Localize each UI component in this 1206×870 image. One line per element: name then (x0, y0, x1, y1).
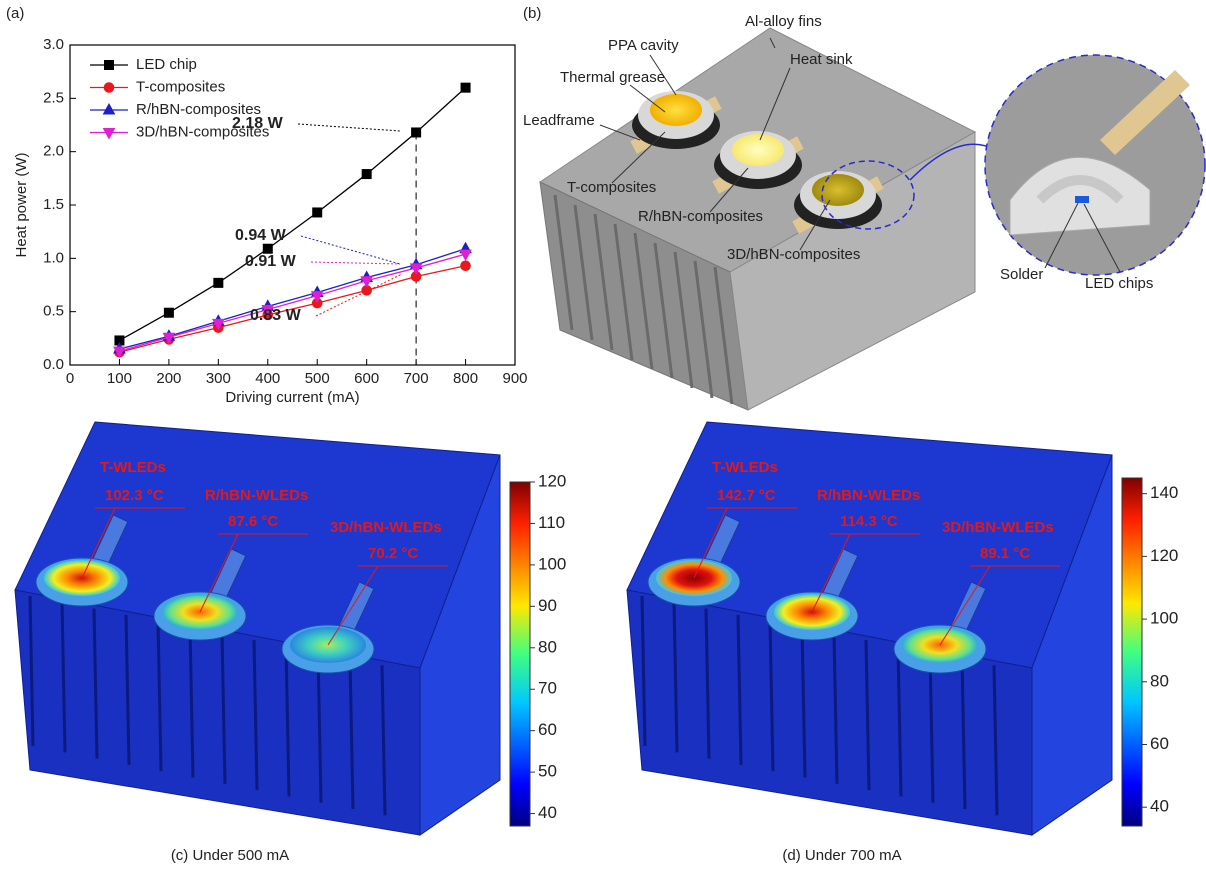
colorbar-tick-label: 40 (1150, 797, 1169, 816)
hotspot-name: 3D/hBN-WLEDs (330, 519, 442, 536)
x-tick-label: 100 (107, 370, 132, 387)
led-chip (1075, 196, 1089, 203)
colorbar-tick-label: 80 (1150, 671, 1169, 690)
hotspot-temp: 89.1 °C (980, 545, 1030, 562)
x-tick-label: 700 (404, 370, 429, 387)
figure: (a) 0 100 200 300 400 500 600 700 800 900 0.0 0.5 1.… (0, 0, 1206, 870)
hotspot-name: T-WLEDs (100, 459, 166, 476)
hotspot-name: R/hBN-WLEDs (205, 487, 308, 504)
colorbar-tick-label: 110 (538, 513, 565, 532)
colorbar-tick-label: 50 (538, 762, 557, 781)
x-tick-label: 500 (305, 370, 330, 387)
thermal-maps: T-WLEDs 102.3 °C R/hBN-WLEDs 87.6 °C 3D/hBN-… (15, 422, 1178, 864)
diagram-label: LED chips (1085, 275, 1153, 292)
diagram-label: Solder (1000, 266, 1043, 283)
y-axis-label: Heat power (W) (13, 152, 30, 257)
x-tick-label: 0 (66, 370, 74, 387)
y-tick-label: 1.0 (43, 249, 64, 266)
legend-marker (104, 83, 114, 93)
colorbar-tick-label: 100 (1150, 609, 1178, 628)
y-tick-label: 3.0 (43, 36, 64, 53)
colorbar-tick-label: 60 (1150, 734, 1169, 753)
diagram-label: R/hBN-composites (638, 208, 763, 225)
line-chart: 0 100 200 300 400 500 600 700 800 900 0.0 0.5 1.0 1.5… (13, 36, 528, 406)
caption: (c) Under 500 mA (171, 847, 289, 864)
colorbar-tick-label: 60 (538, 720, 557, 739)
legend-marker (104, 129, 115, 139)
x-tick-label: 300 (206, 370, 231, 387)
annotation: 2.18 W (232, 115, 284, 132)
y-tick-label: 2.5 (43, 89, 64, 106)
marker (313, 208, 322, 217)
caption: (d) Under 700 mA (782, 847, 901, 864)
x-tick-label: 600 (354, 370, 379, 387)
marker (461, 83, 470, 92)
hotspot-name: 3D/hBN-WLEDs (942, 519, 1054, 536)
x-tick-label: 400 (255, 370, 280, 387)
annotation: 0.94 W (235, 227, 287, 244)
colorbar-tick-label: 70 (538, 679, 557, 698)
hotspot-temp: 114.3 °C (840, 513, 898, 530)
colorbar-tick-label: 80 (538, 637, 557, 656)
panel-label: (b) (523, 5, 541, 22)
legend-label: T-composites (136, 78, 225, 95)
legend-marker (105, 61, 114, 70)
hotspot-temp: 142.7 °C (717, 487, 776, 504)
marker (214, 278, 223, 287)
hotspot-temp: 70.2 °C (368, 545, 418, 562)
legend-label: LED chip (136, 56, 197, 73)
diagram-label: Heat sink (790, 51, 853, 68)
marker (461, 261, 471, 271)
diagram-label: 3D/hBN-composites (727, 246, 860, 263)
y-tick-label: 2.0 (43, 143, 64, 160)
colorbar-tick-label: 40 (538, 803, 557, 822)
y-tick-label: 1.5 (43, 196, 64, 213)
y-tick-label: 0.5 (43, 303, 64, 320)
y-tick-label: 0.0 (43, 356, 64, 373)
colorbar (510, 482, 530, 826)
diagram-label: Al-alloy fins (745, 13, 822, 30)
colorbar-tick-label: 140 (1150, 483, 1178, 502)
marker (362, 170, 371, 179)
x-tick-label: 900 (502, 370, 527, 387)
hotspot-temp: 87.6 °C (228, 513, 278, 530)
marker (263, 244, 272, 253)
x-tick-label: 200 (156, 370, 181, 387)
marker (164, 308, 173, 317)
colorbar (1122, 478, 1142, 826)
diagram-label: T-composites (567, 179, 656, 196)
annotation-arrow (311, 262, 400, 264)
colorbar-tick-label: 90 (538, 596, 557, 615)
hotspot-temp: 102.3 °C (105, 487, 164, 504)
panel-label: (a) (6, 5, 24, 22)
diagram-label: Leadframe (523, 112, 595, 129)
x-axis-label: Driving current (mA) (225, 389, 359, 406)
diagram-label: PPA cavity (608, 37, 679, 54)
annotation-arrow (301, 236, 400, 264)
marker (412, 128, 421, 137)
x-tick-label: 800 (453, 370, 478, 387)
legend-marker (104, 104, 115, 114)
colorbar-tick-label: 120 (538, 471, 566, 490)
annotation: 0.91 W (245, 253, 297, 270)
hotspot-name: T-WLEDs (712, 459, 778, 476)
colorbar-tick-label: 120 (1150, 546, 1178, 565)
colorbar-tick-label: 100 (538, 554, 566, 573)
annotation-arrow (298, 124, 400, 131)
heatsink-diagram: (b) (523, 5, 1205, 410)
annotation: 0.83 W (250, 307, 302, 324)
hotspot-name: R/hBN-WLEDs (817, 487, 920, 504)
diagram-label: Thermal grease (560, 69, 665, 86)
